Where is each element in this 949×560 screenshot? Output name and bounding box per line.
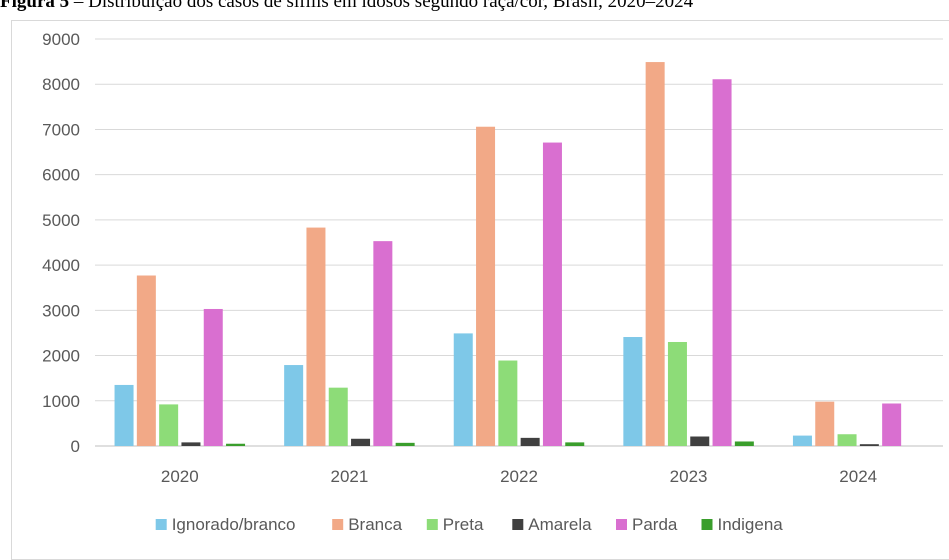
bar-amarela-2022 — [520, 437, 540, 446]
y-tick-label: 9000 — [42, 30, 80, 49]
bar-amarela-2021 — [351, 438, 371, 446]
bar-branca-2023 — [645, 62, 665, 447]
bar-parda-2023 — [712, 79, 732, 447]
bar-parda-2024 — [882, 403, 902, 446]
y-tick-label: 5000 — [42, 211, 80, 230]
legend-swatch — [155, 519, 167, 530]
x-tick-label: 2023 — [670, 467, 708, 486]
legend-label: Branca — [348, 515, 402, 534]
bar-branca-2021 — [306, 227, 326, 446]
bar-ignorado-branco-2021 — [284, 365, 304, 446]
bar-ignorado-branco-2024 — [792, 435, 812, 446]
legend-label: Indigena — [718, 515, 784, 534]
bar-indigena-2022 — [565, 442, 585, 446]
bar-indigena-2023 — [734, 441, 754, 446]
legend-swatch — [332, 519, 344, 530]
x-tick-label: 2020 — [161, 467, 199, 486]
legend-label: Ignorado/branco — [172, 515, 296, 534]
x-tick-label: 2022 — [500, 467, 538, 486]
bar-preta-2023 — [667, 341, 687, 446]
bar-amarela-2020 — [181, 442, 201, 446]
y-tick-label: 4000 — [42, 256, 80, 275]
bar-preta-2020 — [159, 404, 179, 446]
legend-label: Preta — [443, 515, 484, 534]
bar-preta-2022 — [498, 360, 518, 446]
figure-caption: Figura 5 – Distribuição dos casos de síf… — [0, 0, 949, 13]
y-tick-label: 3000 — [42, 301, 80, 320]
bar-ignorado-branco-2023 — [623, 337, 643, 446]
x-tick-label: 2021 — [330, 467, 368, 486]
x-tick-label: 2024 — [839, 467, 877, 486]
bar-preta-2021 — [328, 387, 348, 446]
bar-parda-2021 — [373, 241, 393, 446]
legend-label: Parda — [632, 515, 678, 534]
bar-parda-2022 — [542, 142, 562, 446]
bar-branca-2022 — [476, 126, 496, 446]
legend-swatch — [616, 519, 627, 530]
figure-number: Figura 5 — [0, 0, 70, 12]
y-tick-label: 8000 — [42, 75, 80, 94]
bar-branca-2024 — [815, 401, 835, 446]
y-tick-label: 1000 — [42, 392, 80, 411]
figure-caption-text: – Distribuição dos casos de sífilis em i… — [69, 0, 694, 12]
y-tick-label: 6000 — [42, 166, 80, 185]
bar-branca-2020 — [136, 275, 156, 446]
y-tick-label: 7000 — [42, 120, 80, 139]
bar-amarela-2024 — [859, 444, 879, 446]
bar-parda-2020 — [203, 308, 223, 446]
legend-swatch — [701, 519, 713, 530]
y-tick-label: 0 — [71, 437, 80, 456]
bar-ignorado-branco-2022 — [453, 333, 473, 446]
legend-swatch — [426, 519, 438, 530]
bar-amarela-2023 — [690, 436, 710, 446]
bar-indigena-2020 — [226, 443, 246, 446]
bar-indigena-2021 — [395, 442, 415, 446]
bar-preta-2024 — [837, 434, 857, 446]
legend-label: Amarela — [528, 515, 592, 534]
y-tick-label: 2000 — [42, 347, 80, 366]
bar-ignorado-branco-2020 — [114, 384, 134, 446]
legend-swatch — [512, 519, 524, 530]
